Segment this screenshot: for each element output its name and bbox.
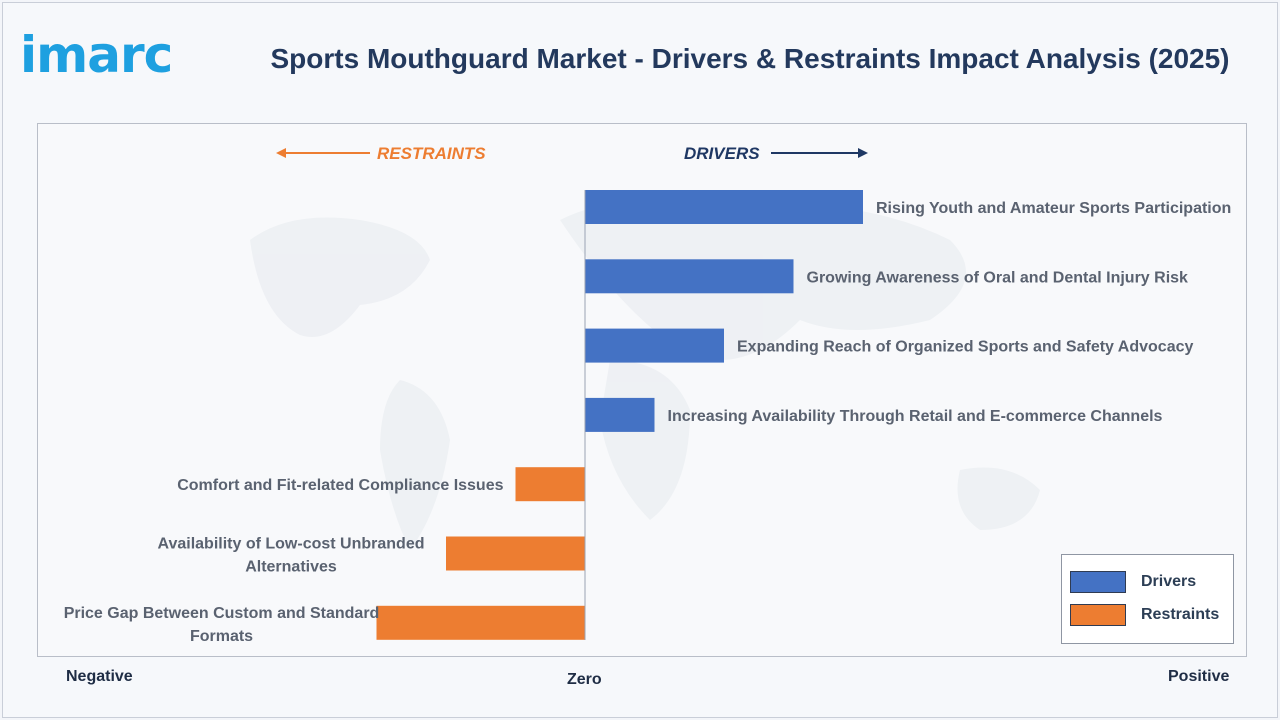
legend-label-restraints: Restraints [1141, 606, 1220, 623]
bar-drivers-3 [585, 328, 724, 363]
axis-label-zero: Zero [567, 671, 602, 688]
legend-label-drivers: Drivers [1141, 573, 1197, 590]
restraints-direction-label: RESTRAINTS [377, 144, 486, 163]
labels-layer: Rising Youth and Amateur Sports Particip… [64, 200, 1232, 645]
restraints-arrow [276, 148, 370, 158]
bar-label-drivers-1: Rising Youth and Amateur Sports Particip… [876, 200, 1231, 217]
bar-label-drivers-3: Expanding Reach of Organized Sports and … [737, 339, 1194, 356]
bar-restraints-1 [515, 467, 585, 502]
legend-item-restraints: Restraints [1070, 603, 1219, 627]
bar-restraints-2 [446, 536, 585, 571]
bar-label-restraints-2: Availability of Low-cost Unbranded Altern… [158, 536, 425, 576]
drivers-arrow [771, 148, 868, 158]
bar-label-drivers-2: Growing Awareness of Oral and Dental Inj… [807, 269, 1189, 286]
bar-restraints-3 [376, 605, 585, 640]
axis-label-negative: Negative [66, 668, 133, 685]
drivers-direction-label: DRIVERS [684, 144, 760, 163]
legend: Drivers Restraints [1061, 554, 1234, 644]
chart-title: Sports Mouthguard Market - Drivers & Res… [270, 43, 1230, 74]
bars-layer [376, 190, 863, 640]
legend-swatch-restraints [1070, 604, 1126, 626]
bar-label-restraints-3: Price Gap Between Custom and Standard For… [64, 605, 380, 645]
legend-swatch-drivers [1070, 571, 1126, 593]
bar-drivers-4 [585, 397, 655, 432]
bar-drivers-2 [585, 259, 794, 294]
bar-drivers-1 [585, 190, 863, 224]
legend-item-drivers: Drivers [1070, 570, 1196, 594]
world-map-watermark [250, 202, 1040, 550]
bar-label-restraints-1: Comfort and Fit-related Compliance Issue… [177, 477, 503, 494]
axis-label-positive: Positive [1168, 668, 1230, 685]
bar-label-drivers-4: Increasing Availability Through Retail a… [668, 408, 1163, 425]
imarc-logo: imarc [20, 26, 173, 84]
